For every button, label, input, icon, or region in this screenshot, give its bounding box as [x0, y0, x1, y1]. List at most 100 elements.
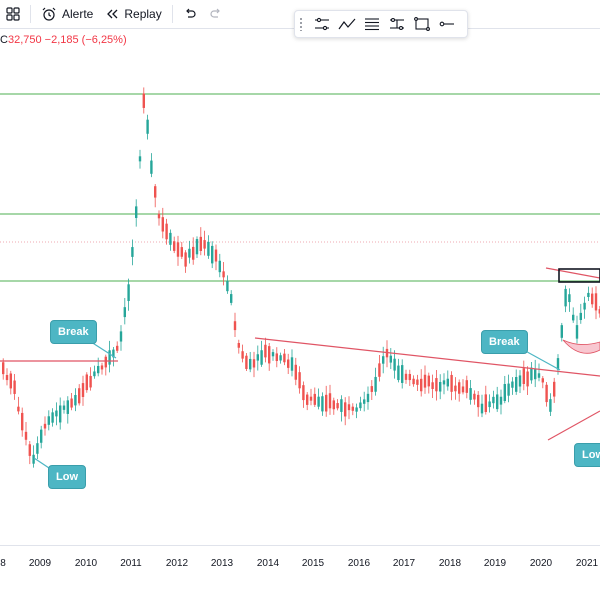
candle-body	[522, 368, 525, 384]
candle-body	[458, 382, 461, 394]
alert-button[interactable]: Alerte	[35, 0, 99, 28]
candle-body	[423, 374, 427, 388]
time-axis[interactable]: 8 2009 2010 2011 2012 2013 2014 2015 201…	[0, 545, 600, 601]
candle-body	[408, 373, 411, 381]
year-label: 2017	[392, 558, 416, 569]
range-button[interactable]	[384, 13, 409, 35]
close-value: 32,750	[7, 34, 42, 46]
callout-text: Low	[582, 449, 600, 461]
candle-body	[560, 325, 563, 338]
candle-body	[154, 186, 157, 198]
candle-body	[564, 288, 567, 307]
candle-body	[496, 394, 499, 410]
candle-body	[218, 260, 221, 273]
break-callout-right[interactable]: Break	[481, 330, 528, 354]
candle-body	[97, 365, 100, 374]
candle-body	[5, 374, 9, 381]
candle-body	[268, 346, 271, 364]
price-chart[interactable]	[0, 28, 600, 545]
year-label: 8	[0, 558, 6, 569]
candle-body	[211, 245, 214, 264]
year-label: 2021	[575, 558, 599, 569]
candle-body	[24, 431, 28, 440]
ascending-trendline[interactable]	[547, 410, 600, 441]
candle-body	[454, 385, 457, 392]
year-label: 2010	[74, 558, 98, 569]
candle-body	[393, 358, 396, 371]
candle-body	[507, 383, 510, 396]
line-button[interactable]	[434, 13, 459, 35]
candle-body	[572, 314, 575, 321]
low-callout-right[interactable]: Low	[574, 443, 600, 467]
drawing-toolbar[interactable]	[294, 10, 468, 38]
top-trendline[interactable]	[545, 267, 600, 279]
settings-lines-icon	[314, 17, 330, 31]
candle-body	[503, 384, 506, 402]
candle-body	[549, 399, 552, 412]
trend-zigzag-icon	[338, 17, 356, 31]
candle-body	[89, 375, 92, 388]
candle-body	[146, 119, 149, 134]
replay-label: Replay	[124, 7, 162, 21]
candle-body	[93, 371, 96, 377]
candle-body	[252, 359, 256, 368]
candle-body	[260, 350, 263, 365]
toolbar-divider	[171, 5, 173, 23]
undo-button[interactable]	[177, 0, 203, 28]
candle-body	[488, 401, 491, 408]
candle-body	[78, 388, 81, 404]
candle-body	[366, 393, 370, 403]
candle-body	[378, 363, 381, 377]
candle-body	[427, 375, 430, 387]
candle-body	[59, 405, 62, 423]
line-icon	[439, 17, 455, 31]
break-callout-left[interactable]: Break	[50, 320, 97, 344]
trend-drawings	[0, 267, 600, 471]
candle-body	[135, 206, 138, 219]
candle-body	[511, 381, 514, 388]
replay-button[interactable]: Replay	[99, 0, 167, 28]
candle-body	[104, 356, 107, 368]
candle-body	[553, 381, 556, 397]
candle-body	[439, 381, 442, 392]
candle-body	[275, 353, 278, 362]
candle-body	[256, 354, 259, 361]
rectangle-button[interactable]	[409, 13, 434, 35]
candle-body	[55, 410, 58, 417]
candle-body	[245, 355, 248, 369]
redo-button[interactable]	[203, 0, 229, 28]
settings-lines-button[interactable]	[309, 13, 334, 35]
candle-body	[537, 373, 541, 378]
cup-shape[interactable]	[562, 339, 600, 354]
candle-body	[237, 343, 240, 348]
candle-body	[131, 247, 134, 257]
candle-body	[450, 374, 453, 392]
callout-text: Break	[58, 326, 89, 338]
box-marker[interactable]	[558, 268, 600, 283]
candle-body	[332, 400, 335, 410]
candle-body	[294, 364, 297, 380]
candle-body	[28, 444, 31, 456]
candle-body	[66, 400, 69, 414]
trend-zigzag-button[interactable]	[334, 13, 359, 35]
grid-icon	[6, 7, 20, 21]
candle-body	[461, 386, 465, 393]
candle-body	[157, 213, 161, 219]
candle-body	[241, 351, 244, 359]
text-lines-button[interactable]	[359, 13, 384, 35]
drag-handle-icon[interactable]	[299, 17, 303, 31]
year-label: 2011	[120, 558, 142, 569]
descending-trendline[interactable]	[254, 337, 600, 377]
year-label: 2009	[28, 558, 52, 569]
candle-body	[336, 403, 339, 409]
price-legend: C32,750 −2,185 (−6,25%)	[0, 34, 127, 46]
layout-button[interactable]	[0, 0, 26, 28]
candle-body	[32, 454, 35, 464]
candle-body	[579, 312, 582, 321]
year-label: 2015	[301, 558, 325, 569]
candle-body	[62, 405, 66, 410]
candle-body	[568, 294, 571, 303]
low-callout-left[interactable]: Low	[48, 465, 86, 489]
candle-body	[499, 396, 503, 405]
candle-body	[249, 358, 252, 370]
